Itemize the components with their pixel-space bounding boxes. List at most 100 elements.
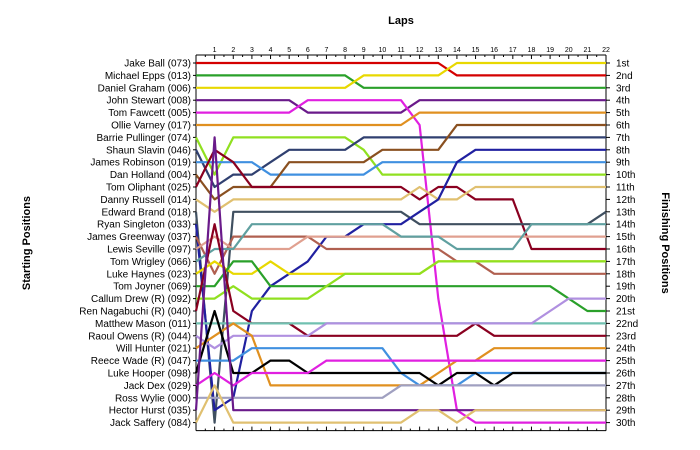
finish-label: 25th bbox=[616, 356, 635, 367]
driver-label: Tom Wrigley (066) bbox=[110, 257, 191, 268]
finish-label: 30th bbox=[616, 418, 635, 429]
series-line bbox=[195, 235, 606, 251]
finish-label: 26th bbox=[616, 369, 635, 380]
lap-tick-label: 12 bbox=[416, 47, 424, 54]
series-line bbox=[195, 223, 606, 263]
driver-label: Callum Drew (R) (092) bbox=[91, 294, 191, 305]
series-line bbox=[195, 136, 606, 176]
lap-tick-label: 6 bbox=[306, 47, 310, 54]
lap-tick-label: 16 bbox=[490, 47, 498, 54]
series-line bbox=[194, 210, 607, 424]
series-line bbox=[195, 297, 606, 350]
finish-label: 27th bbox=[616, 381, 635, 392]
finish-label: 29th bbox=[616, 406, 635, 417]
driver-label: Ollie Varney (017) bbox=[111, 121, 191, 132]
lap-tick-label: 14 bbox=[453, 47, 461, 54]
driver-label: Jack Saffery (084) bbox=[110, 418, 191, 429]
series-line bbox=[196, 384, 606, 399]
finish-label: 19th bbox=[616, 282, 635, 293]
driver-label: Dan Holland (004) bbox=[110, 170, 191, 181]
lap-tick-label: 4 bbox=[269, 47, 273, 54]
lap-tick-label: 17 bbox=[509, 47, 517, 54]
finish-label: 24th bbox=[616, 344, 635, 355]
lap-tick-label: 21 bbox=[583, 47, 591, 54]
finish-label: 28th bbox=[616, 393, 635, 404]
series-line bbox=[196, 161, 606, 176]
driver-label: Tom Oliphant (025) bbox=[106, 183, 191, 194]
series-line bbox=[196, 111, 606, 127]
lap-tick-label: 8 bbox=[343, 47, 347, 54]
driver-label: Luke Haynes (023) bbox=[107, 269, 192, 280]
lap-tick-label: 5 bbox=[287, 47, 291, 54]
driver-label: Daniel Graham (006) bbox=[98, 83, 191, 94]
series-line bbox=[195, 322, 606, 387]
lap-tick-label: 18 bbox=[528, 47, 536, 54]
finish-label: 5th bbox=[616, 108, 630, 119]
finish-label: 14th bbox=[616, 220, 635, 231]
lap-tick-label: 7 bbox=[325, 47, 329, 54]
series-line bbox=[195, 185, 606, 213]
finish-label: 2nd bbox=[616, 71, 633, 82]
finish-label: 10th bbox=[616, 170, 635, 181]
series-line bbox=[195, 148, 606, 251]
finish-label: 7th bbox=[616, 133, 630, 144]
driver-label: Jack Dex (029) bbox=[124, 381, 191, 392]
lap-tick-label: 11 bbox=[397, 47, 404, 54]
finish-label: 17th bbox=[616, 257, 635, 268]
series-layer bbox=[194, 61, 607, 424]
lap-tick-label: 20 bbox=[565, 47, 573, 54]
driver-label: John Stewart (008) bbox=[107, 96, 192, 107]
series-line bbox=[196, 61, 606, 77]
driver-label: Lewis Seville (097) bbox=[107, 245, 191, 256]
series-line bbox=[196, 99, 606, 424]
driver-label: Ryan Singleton (033) bbox=[97, 220, 191, 231]
chart-title: Laps bbox=[388, 15, 414, 27]
driver-label: Raoul Owens (R) (044) bbox=[88, 331, 191, 342]
axes bbox=[193, 54, 610, 432]
finish-label: 13th bbox=[616, 207, 635, 218]
driver-label: Barrie Pullinger (074) bbox=[97, 133, 192, 144]
lap-tick-label: 1 bbox=[213, 47, 217, 54]
driver-label: Shaun Slavin (046) bbox=[106, 145, 191, 156]
driver-label: Luke Hooper (098) bbox=[108, 369, 191, 380]
series-line bbox=[194, 148, 606, 412]
series-line bbox=[196, 260, 606, 300]
finish-label: 15th bbox=[616, 232, 635, 243]
series-line bbox=[196, 74, 606, 89]
lap-tick-label: 15 bbox=[472, 47, 480, 54]
series-line bbox=[196, 61, 606, 89]
finish-label: 12th bbox=[616, 195, 635, 206]
driver-label: Tom Joyner (069) bbox=[113, 282, 191, 293]
series-line bbox=[195, 384, 606, 424]
finish-label: 9th bbox=[616, 158, 630, 169]
driver-label: Hector Hurst (035) bbox=[109, 406, 191, 417]
finish-label: 16th bbox=[616, 245, 635, 256]
driver-label: Edward Brand (018) bbox=[102, 207, 192, 218]
starting-positions-label: Starting Positions bbox=[21, 196, 33, 290]
lap-tick-label: 13 bbox=[434, 47, 442, 54]
lap-tick-label: 22 bbox=[602, 47, 610, 54]
driver-label: Ren Nagabuchi (R) (040) bbox=[79, 307, 191, 318]
series-line bbox=[194, 309, 606, 387]
driver-label: Reece Wade (R) (047) bbox=[91, 356, 191, 367]
finish-label: 21st bbox=[616, 307, 635, 318]
finish-label: 6th bbox=[616, 121, 630, 132]
lap-tick-label: 19 bbox=[546, 47, 554, 54]
lap-tick-label: 2 bbox=[231, 47, 235, 54]
finish-label: 8th bbox=[616, 145, 630, 156]
finish-label: 4th bbox=[616, 96, 630, 107]
driver-label: James Greenway (037) bbox=[87, 232, 191, 243]
lap-tick-label: 10 bbox=[378, 47, 386, 54]
series-line bbox=[196, 260, 606, 313]
finish-label: 20th bbox=[616, 294, 635, 305]
labels: 1 2 3 4 5 6 7 8 9 10 11 12 13 14 15 16 17 18 19 20 21 22Jake … bbox=[79, 47, 638, 429]
driver-label: Ross Wylie (000) bbox=[115, 393, 191, 404]
finishing-positions-label: Finishing Positions bbox=[659, 192, 671, 293]
series-line bbox=[195, 235, 606, 275]
driver-label: Matthew Mason (011) bbox=[95, 319, 191, 330]
driver-label: Tom Fawcett (005) bbox=[108, 108, 191, 119]
driver-label: Will Hunter (021) bbox=[116, 344, 191, 355]
series-line bbox=[194, 223, 606, 337]
series-line bbox=[195, 136, 606, 189]
